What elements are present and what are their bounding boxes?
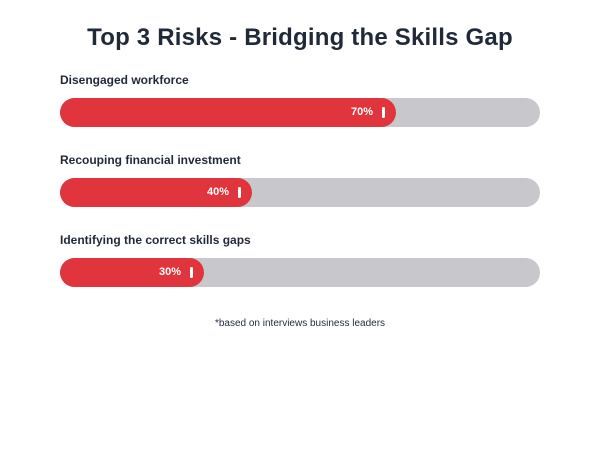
- bar-value-label: 70%: [351, 106, 374, 118]
- footnote: *based on interviews business leaders: [214, 318, 386, 329]
- bar-value-label: 30%: [159, 266, 182, 278]
- risk-bar-row-identifying-skills-gaps: Identifying the correct skills gaps 30%: [60, 232, 540, 287]
- bar-value-label: 40%: [207, 186, 230, 198]
- bar-end-marker: [238, 187, 241, 198]
- chart-title: Top 3 Risks - Bridging the Skills Gap: [87, 24, 513, 51]
- bar-fill: [60, 258, 204, 287]
- bar-label: Disengaged workforce: [60, 73, 189, 87]
- bar-track: 30%: [60, 258, 540, 287]
- bar-end-marker: [382, 107, 385, 118]
- bar-label: Identifying the correct skills gaps: [60, 233, 251, 247]
- bar-track: 70%: [60, 98, 540, 127]
- bar-fill: [60, 178, 252, 207]
- risk-bar-row-recouping-investment: Recouping financial investment 40%: [60, 152, 540, 207]
- bar-fill: [60, 98, 396, 127]
- risk-bar-row-disengaged-workforce: Disengaged workforce 70%: [60, 72, 540, 127]
- bar-track: 40%: [60, 178, 540, 207]
- bar-end-marker: [190, 267, 193, 278]
- bar-label: Recouping financial investment: [60, 153, 241, 167]
